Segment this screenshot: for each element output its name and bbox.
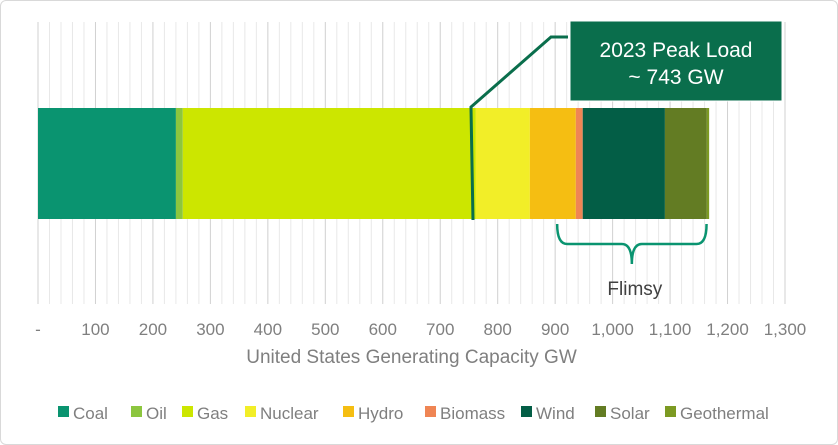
peak-load-callout-box bbox=[569, 20, 783, 102]
bar-segment-geothermal bbox=[706, 108, 710, 219]
legend-item-nuclear: Nuclear bbox=[245, 404, 319, 423]
legend-item-hydro: Hydro bbox=[343, 404, 403, 423]
legend-label: Coal bbox=[73, 404, 108, 423]
legend-swatch bbox=[665, 406, 676, 417]
x-tick-label: - bbox=[35, 320, 41, 339]
legend-swatch bbox=[595, 406, 606, 417]
flimsy-bracket-annotation: Flimsy bbox=[555, 223, 708, 300]
x-tick-label: 500 bbox=[311, 320, 339, 339]
x-tick-label: 1,000 bbox=[591, 320, 634, 339]
legend-item-oil: Oil bbox=[131, 404, 167, 423]
x-tick-label: 1,200 bbox=[706, 320, 749, 339]
legend-item-wind: Wind bbox=[521, 404, 575, 423]
x-tick-label: 900 bbox=[541, 320, 569, 339]
legend-label: Gas bbox=[197, 404, 228, 423]
legend-label: Oil bbox=[146, 404, 167, 423]
bar-segment-gas bbox=[182, 108, 476, 219]
flimsy-bracket bbox=[555, 223, 708, 265]
peak-load-title: 2023 Peak Load bbox=[600, 39, 753, 62]
legend-label: Geothermal bbox=[680, 404, 769, 423]
legend-label: Nuclear bbox=[260, 404, 319, 423]
x-tick-label: 1,300 bbox=[764, 320, 807, 339]
legend: Coal Oil Gas Nuclear Hydro Biomass Wind Solar Ge… bbox=[58, 404, 769, 423]
x-tick-label: 700 bbox=[426, 320, 454, 339]
legend-label: Wind bbox=[536, 404, 575, 423]
x-tick-label: 600 bbox=[369, 320, 397, 339]
bar-segment-wind bbox=[582, 108, 665, 219]
legend-swatch bbox=[58, 406, 69, 417]
bar-segment-solar bbox=[664, 108, 707, 219]
bar-segment-biomass bbox=[575, 108, 583, 219]
peak-load-line bbox=[469, 35, 568, 221]
flimsy-label: Flimsy bbox=[607, 279, 662, 300]
legend-item-coal: Coal bbox=[58, 404, 108, 423]
legend-item-geothermal: Geothermal bbox=[665, 404, 769, 423]
legend-swatch bbox=[425, 406, 436, 417]
legend-item-biomass: Biomass bbox=[425, 404, 505, 423]
legend-swatch bbox=[245, 406, 256, 417]
x-tick-label: 300 bbox=[196, 320, 224, 339]
legend-item-gas: Gas bbox=[182, 404, 228, 423]
legend-item-solar: Solar bbox=[595, 404, 650, 423]
legend-swatch bbox=[131, 406, 142, 417]
bar-segment-nuclear bbox=[475, 108, 530, 219]
x-tick-label: 800 bbox=[484, 320, 512, 339]
legend-label: Solar bbox=[610, 404, 650, 423]
legend-label: Biomass bbox=[440, 404, 505, 423]
bar-segment-oil bbox=[175, 108, 183, 219]
bar-segment-hydro bbox=[529, 108, 576, 219]
x-axis-tick-labels: - 100 200 300 400 500 600 700 800 900 1,000 1,100 1,… bbox=[35, 320, 806, 339]
bar-segment-coal bbox=[38, 108, 176, 219]
x-axis-title: United States Generating Capacity GW bbox=[246, 347, 577, 368]
x-tick-label: 200 bbox=[139, 320, 167, 339]
legend-swatch bbox=[521, 406, 532, 417]
legend-label: Hydro bbox=[358, 404, 403, 423]
x-tick-label: 100 bbox=[81, 320, 109, 339]
x-tick-label: 1,100 bbox=[649, 320, 692, 339]
peak-load-annotation: 2023 Peak Load ~ 743 GW bbox=[469, 20, 783, 221]
x-tick-label: 400 bbox=[254, 320, 282, 339]
bar-stack bbox=[38, 108, 710, 219]
peak-load-value: ~ 743 GW bbox=[628, 66, 723, 89]
legend-swatch bbox=[343, 406, 354, 417]
legend-swatch bbox=[182, 406, 193, 417]
